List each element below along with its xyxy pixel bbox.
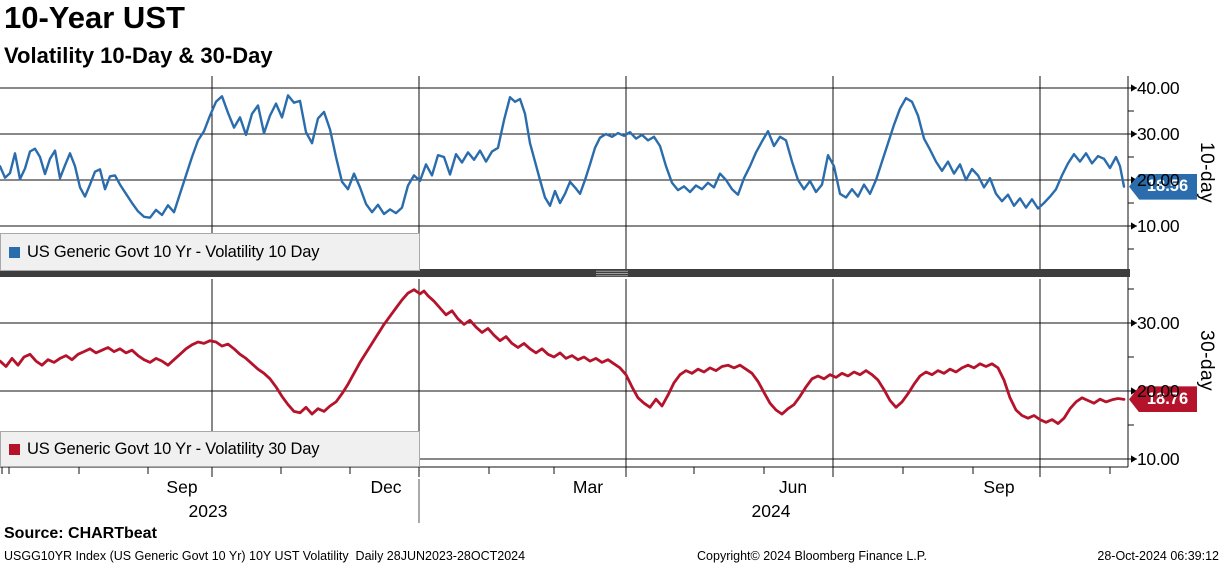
x-axis-month-label: Sep	[983, 477, 1015, 497]
legend-label-10day: US Generic Govt 10 Yr - Volatility 10 Da…	[27, 242, 320, 261]
x-axis-month-label: Jun	[778, 477, 808, 497]
pane-axis-label-10day: 10-day	[1196, 142, 1217, 204]
x-axis-month-label: Dec	[370, 477, 402, 497]
axis-tick-arrow	[1131, 176, 1137, 184]
legend-volatility-10day[interactable]: US Generic Govt 10 Yr - Volatility 10 Da…	[0, 233, 420, 271]
line-30-day	[0, 288, 1126, 426]
last-price-badge-30day[interactable]: 18.76	[1129, 386, 1197, 413]
y-axis-tick-label: 30.00	[1137, 124, 1180, 144]
legend-volatility-30day[interactable]: US Generic Govt 10 Yr - Volatility 30 Da…	[0, 431, 420, 467]
footer-security-description: USGG10YR Index (US Generic Govt 10 Yr) 1…	[4, 549, 526, 563]
page-subtitle: Volatility 10-Day & 30-Day	[4, 43, 273, 68]
axis-tick-arrow	[1131, 222, 1137, 230]
legend-label-30day: US Generic Govt 10 Yr - Volatility 30 Da…	[27, 439, 320, 458]
pane-separator	[0, 269, 1130, 277]
line-10-day	[0, 94, 1126, 219]
axis-tick-arrow	[1131, 455, 1137, 463]
axis-tick-arrow	[1131, 319, 1137, 327]
x-axis-year-label: 2024	[751, 501, 791, 521]
legend-swatch-blue	[9, 246, 20, 258]
page-title: 10-Year UST	[4, 0, 185, 35]
y-axis-tick-label: 30.00	[1137, 313, 1180, 333]
pane-separator-handle[interactable]	[596, 270, 628, 277]
axis-tick-arrow	[1131, 130, 1137, 138]
y-axis-tick-label: 20.00	[1137, 381, 1180, 401]
footer-copyright: Copyright© 2024 Bloomberg Finance L.P.	[697, 549, 927, 563]
last-price-badge-10day[interactable]: 18.56	[1129, 173, 1197, 200]
axis-tick-arrow	[1131, 387, 1137, 395]
x-axis-month-label: Mar	[572, 477, 604, 497]
source-line: Source: CHARTbeat	[4, 525, 157, 542]
x-axis-year-label: 2023	[188, 501, 228, 521]
x-axis-month-label: Sep	[166, 477, 198, 497]
y-axis-tick-label: 40.00	[1137, 78, 1180, 98]
footer-timestamp: 28-Oct-2024 06:39:12	[1097, 549, 1219, 563]
axis-tick-arrow	[1131, 84, 1137, 92]
y-axis-tick-label: 10.00	[1137, 216, 1180, 236]
pane-axis-label-30day: 30-day	[1196, 330, 1217, 392]
y-axis-tick-label: 10.00	[1137, 449, 1180, 469]
legend-swatch-red	[9, 443, 20, 455]
y-axis-tick-label: 20.00	[1137, 170, 1180, 190]
